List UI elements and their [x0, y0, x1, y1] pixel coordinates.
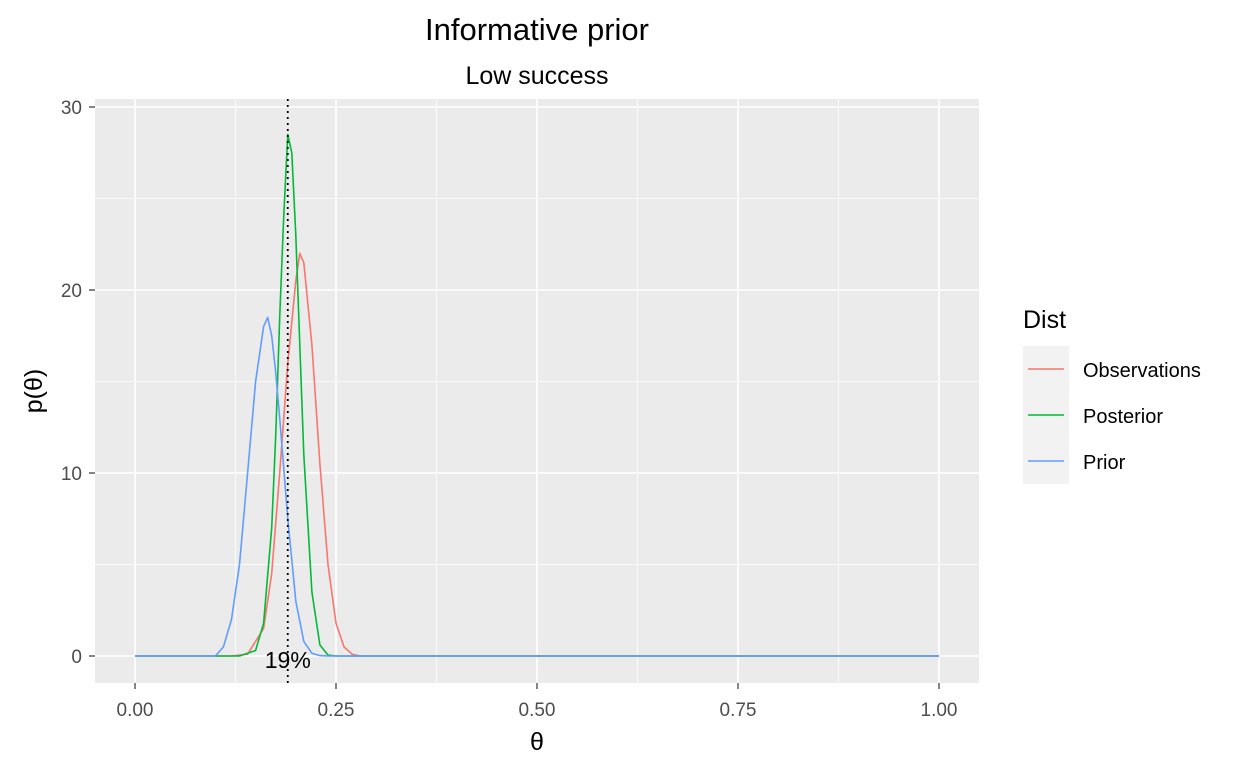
- annotation-layer: 19%: [265, 647, 311, 673]
- series-line-prior: [135, 316, 939, 657]
- legend-label-posterior: Posterior: [1083, 406, 1163, 428]
- x-tick-label: 0.25: [318, 700, 355, 721]
- series-layer: [135, 133, 939, 657]
- x-axis-title: θ: [530, 728, 544, 756]
- annotation-label: 19%: [265, 647, 311, 673]
- y-tick-label: 20: [61, 281, 82, 302]
- legend-label-observations: Observations: [1083, 360, 1201, 382]
- series-line-posterior: [135, 133, 939, 657]
- grid-major: [95, 99, 979, 683]
- x-tick-label: 0.00: [117, 700, 154, 721]
- x-axis: 0.00 0.25 0.50 0.75 1.00: [117, 683, 958, 721]
- legend: Dist Observations Posterior Prior: [1023, 306, 1201, 484]
- y-tick-label: 30: [61, 98, 82, 119]
- chart-title: Informative prior: [425, 12, 649, 47]
- y-axis-title: p(θ): [20, 369, 48, 413]
- y-tick-label: 0: [71, 647, 82, 668]
- x-tick-label: 0.75: [720, 700, 757, 721]
- x-tick-label: 1.00: [921, 700, 958, 721]
- legend-title: Dist: [1023, 306, 1066, 334]
- x-tick-label: 0.50: [519, 700, 556, 721]
- legend-label-prior: Prior: [1083, 452, 1126, 474]
- chart-subtitle: Low success: [465, 62, 608, 90]
- y-axis: 0 10 20 30: [61, 98, 95, 668]
- legend-items: Observations Posterior Prior: [1023, 346, 1201, 484]
- y-tick-label: 10: [61, 464, 82, 485]
